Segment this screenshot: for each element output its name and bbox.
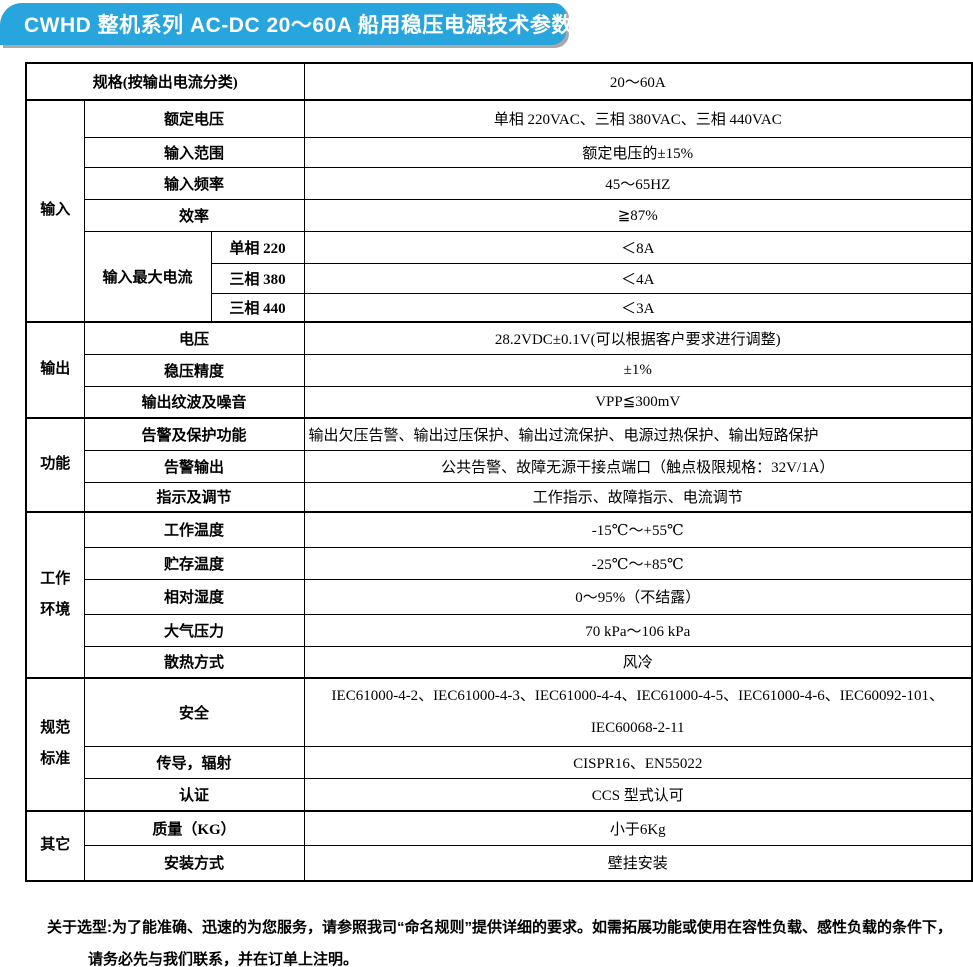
row-value: 28.2VDC±0.1V(可以根据客户要求进行调整)	[303, 321, 973, 355]
row-label: 额定电压	[83, 99, 305, 138]
group-label-standards: 规范标准	[25, 677, 85, 811]
row-value: -15℃～+55℃	[303, 511, 973, 548]
group-label-other: 其它	[25, 809, 85, 881]
table-row: 输入频率 45～65HZ	[26, 166, 973, 200]
row-label: 电压	[83, 321, 305, 355]
table-row: 效率 ≧87%	[26, 198, 973, 232]
row-label: 指示及调节	[83, 481, 305, 513]
table-row: 安装方式 壁挂安装	[26, 845, 973, 881]
table-row: 工作环境 工作温度 -15℃～+55℃	[25, 511, 973, 679]
row-value: 70 kPa～106 kPa	[303, 613, 973, 647]
row-label: 工作温度	[83, 511, 305, 548]
row-label: 输入频率	[83, 166, 305, 200]
row-value: CCS 型式认可	[303, 778, 973, 811]
table-row: 相对湿度 0～95%（不结露）	[26, 578, 973, 615]
table-row: 输入 额定电压 单相 220VAC、三相 380VAC、三相 440VAC	[25, 99, 973, 323]
row-value: CISPR16、EN55022	[303, 746, 973, 779]
row-value: 小于6Kg	[303, 809, 973, 846]
row-sublabel: 单相 220	[210, 230, 305, 264]
selection-note: 关于选型:为了能准确、迅速的为您服务，请参照我司“命名规则”提供详细的要求。如需…	[47, 912, 955, 967]
spec-table: 规格(按输出电流分类) 20～60A 输入 额定电压 单相 220VAC、三相 …	[25, 62, 973, 882]
row-value: 单相 220VAC、三相 380VAC、三相 440VAC	[303, 99, 973, 138]
table-row: 输入范围 额定电压的±15%	[26, 136, 973, 168]
row-value: ＜8A	[303, 230, 973, 264]
group-label-output: 输出	[25, 321, 85, 419]
selection-note-text: 为了能准确、迅速的为您服务，请参照我司“命名规则”提供详细的要求。如需拓展功能或…	[88, 919, 953, 967]
row-label: 安全	[83, 677, 305, 747]
header-value: 20～60A	[303, 62, 973, 101]
table-row: 传导，辐射 CISPR16、EN55022	[26, 746, 973, 779]
table-row: 规范标准 安全 IEC61000-4-2、IEC61000-4-3、IEC610…	[25, 677, 973, 811]
table-row: 三相 440 ＜3A	[26, 292, 973, 323]
row-value: IEC61000-4-2、IEC61000-4-3、IEC61000-4-4、I…	[303, 677, 973, 747]
table-row: 认证 CCS 型式认可	[26, 778, 973, 811]
title-badge: CWHD 整机系列 AC-DC 20～60A 船用稳压电源技术参数	[0, 3, 572, 45]
group-label-environment: 工作环境	[25, 511, 85, 679]
row-value: 额定电压的±15%	[303, 136, 973, 168]
table-row: 功能 告警及保护功能 输出欠压告警、输出过压保护、输出过流保护、电源过热保护、输…	[25, 417, 973, 513]
table-row: 其它 质量（KG） 小于6Kg	[25, 809, 973, 881]
row-label: 输出纹波及噪音	[83, 385, 305, 419]
table-row: 指示及调节 工作指示、故障指示、电流调节	[26, 481, 973, 513]
table-row: 输入最大电流 单相 220 ＜8A	[26, 230, 973, 323]
row-label: 安装方式	[83, 845, 305, 881]
page-title: CWHD 整机系列 AC-DC 20～60A 船用稳压电源技术参数	[24, 14, 573, 37]
row-sublabel: 三相 380	[210, 262, 305, 294]
group-label-function: 功能	[25, 417, 85, 513]
row-label: 告警及保护功能	[83, 417, 305, 451]
row-value: VPP≦300mV	[303, 385, 973, 419]
row-value: 输出欠压告警、输出过压保护、输出过流保护、电源过热保护、输出短路保护	[303, 417, 973, 451]
row-value: ±1%	[303, 353, 973, 387]
row-sublabel: 三相 440	[210, 292, 305, 323]
table-row: 规格(按输出电流分类) 20～60A	[25, 62, 973, 101]
row-value: 45～65HZ	[303, 166, 973, 200]
row-label: 贮存温度	[83, 546, 305, 580]
row-label: 告警输出	[83, 449, 305, 483]
row-value: 0～95%（不结露）	[303, 578, 973, 615]
table-row: 散热方式 风冷	[26, 645, 973, 679]
row-value: 工作指示、故障指示、电流调节	[303, 481, 973, 513]
row-label: 大气压力	[83, 613, 305, 647]
row-value: ＜4A	[303, 262, 973, 294]
row-value: -25℃～+85℃	[303, 546, 973, 580]
table-row: 大气压力 70 kPa～106 kPa	[26, 613, 973, 647]
row-label: 输入范围	[83, 136, 305, 168]
row-label: 散热方式	[83, 645, 305, 679]
table-row: 贮存温度 -25℃～+85℃	[26, 546, 973, 580]
row-label: 认证	[83, 778, 305, 811]
row-label: 效率	[83, 198, 305, 232]
table-row: 输出纹波及噪音 VPP≦300mV	[26, 385, 973, 419]
table-row: 稳压精度 ±1%	[26, 353, 973, 387]
row-label-max-current: 输入最大电流	[83, 230, 212, 323]
row-value: ≧87%	[303, 198, 973, 232]
table-row: 告警输出 公共告警、故障无源干接点端口（触点极限规格：32V/1A）	[26, 449, 973, 483]
row-value: 公共告警、故障无源干接点端口（触点极限规格：32V/1A）	[303, 449, 973, 483]
group-label-input: 输入	[25, 99, 85, 323]
table-row: 三相 380 ＜4A	[26, 262, 973, 294]
row-label: 相对湿度	[83, 578, 305, 615]
row-label: 传导，辐射	[83, 746, 305, 779]
header-label: 规格(按输出电流分类)	[25, 62, 305, 101]
row-value: 壁挂安装	[303, 845, 973, 881]
row-value: 风冷	[303, 645, 973, 679]
row-label: 质量（KG）	[83, 809, 305, 846]
selection-note-prefix: 关于选型:	[47, 919, 112, 936]
row-value: ＜3A	[303, 292, 973, 323]
table-row: 输出 电压 28.2VDC±0.1V(可以根据客户要求进行调整)	[25, 321, 973, 419]
row-label: 稳压精度	[83, 353, 305, 387]
